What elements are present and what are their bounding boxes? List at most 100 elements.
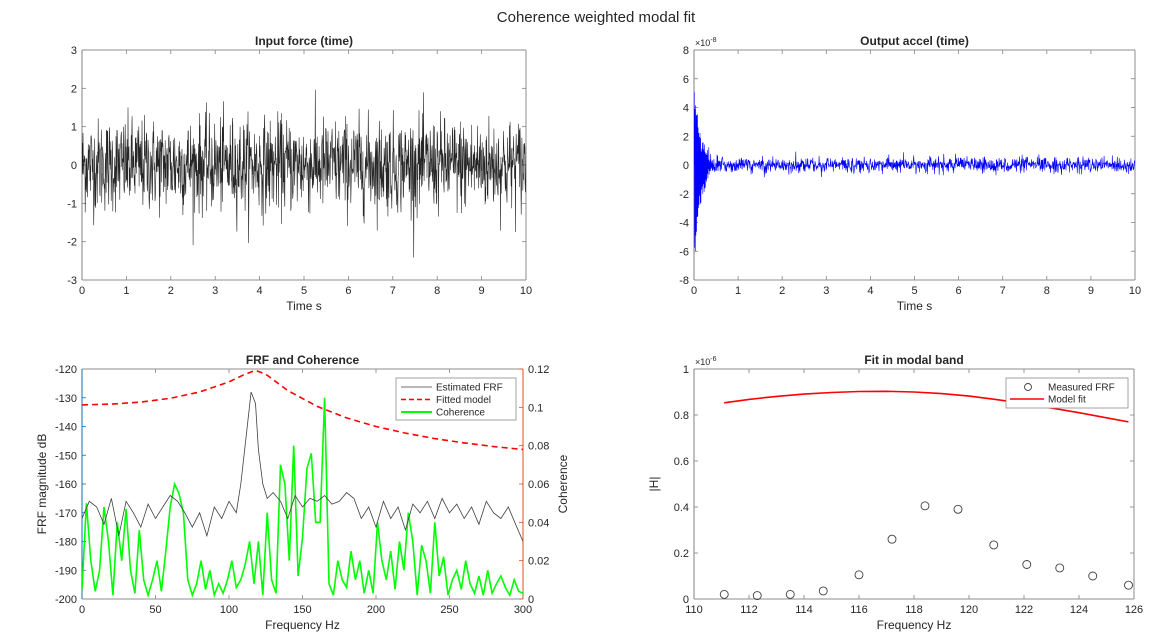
- x-tick-label: 50: [149, 604, 161, 616]
- input-force-series: [82, 89, 526, 258]
- x-tick-label: 3: [823, 285, 829, 297]
- measured-frf-point: [752, 591, 762, 600]
- figure-title: Coherence weighted modal fit: [497, 9, 696, 26]
- y-tick-label: -6: [679, 246, 689, 258]
- legend-swatch-circle: [1024, 383, 1032, 391]
- y-tick-label: 4: [683, 103, 689, 115]
- x-tick-label: 2: [779, 285, 785, 297]
- x-tick-label: 2: [168, 285, 174, 297]
- model-fit-series: [724, 390, 1129, 423]
- measured-frf-point: [1022, 560, 1032, 569]
- measured-frf-point: [719, 589, 729, 599]
- x-tick-label: 116: [850, 604, 868, 616]
- right-y-tick-label: 0.02: [528, 556, 549, 568]
- y-tick-label: -8: [679, 275, 689, 287]
- y-tick-label: 0: [683, 160, 689, 172]
- estimated-frf-series: [82, 391, 523, 542]
- x-tick-label: 1: [735, 285, 741, 297]
- x-axis-label: Frequency Hz: [265, 618, 340, 632]
- x-tick-label: 0: [79, 604, 85, 616]
- y-tick-label: 1: [71, 122, 77, 134]
- y-tick-label: -2: [679, 189, 689, 201]
- measured-frf-point: [920, 501, 930, 511]
- y-exponent-label: ×10-6: [695, 356, 717, 367]
- right-y-tick-label: 0.08: [528, 441, 549, 453]
- y-tick-label: -200: [55, 594, 77, 606]
- modal-band-axes: 110 112 114 116 118 120 122 124 126 0 0.2 0.4 0.6 0.8…: [647, 353, 1143, 632]
- measured-frf-point: [887, 534, 897, 544]
- y-tick-label: -3: [67, 275, 77, 287]
- y-tick-label: -190: [55, 565, 77, 577]
- x-tick-label: 126: [1125, 604, 1143, 616]
- x-tick-label: 124: [1070, 604, 1088, 616]
- x-tick-label: 6: [345, 285, 351, 297]
- axes-title: Output accel (time): [860, 34, 969, 48]
- y-tick-label: 0.4: [674, 502, 689, 514]
- measured-frf-point: [785, 589, 795, 599]
- x-tick-label: 150: [293, 604, 311, 616]
- x-axis-label: Time s: [897, 299, 933, 313]
- right-y-tick-label: 0.12: [528, 364, 549, 376]
- y-tick-label: 0: [71, 160, 77, 172]
- y-tick-label: -4: [679, 218, 689, 230]
- legend-entry: Model fit: [1048, 395, 1086, 406]
- x-tick-label: 7: [390, 285, 396, 297]
- measured-frf-point: [854, 570, 864, 580]
- x-tick-label: 112: [740, 604, 758, 616]
- x-tick-label: 1: [123, 285, 129, 297]
- legend-entry: Measured FRF: [1048, 383, 1115, 394]
- output-accel-series: [694, 92, 1135, 252]
- right-y-tick-label: 0.06: [528, 479, 549, 491]
- y-exponent-label: ×10-8: [695, 37, 717, 48]
- y-tick-label: 6: [683, 74, 689, 86]
- x-tick-label: 9: [479, 285, 485, 297]
- axes-title: FRF and Coherence: [246, 353, 360, 367]
- x-tick-label: 0: [691, 285, 697, 297]
- y-tick-label: 1: [683, 364, 689, 376]
- y-tick-label: 0: [683, 594, 689, 606]
- x-tick-label: 122: [1015, 604, 1033, 616]
- x-tick-label: 10: [1129, 285, 1141, 297]
- measured-frf-point: [953, 504, 963, 514]
- y-tick-label: -2: [67, 237, 77, 249]
- legend-box: [1005, 377, 1129, 409]
- y-tick-label: -180: [55, 537, 77, 549]
- input-force-axes: 0 1 2 3 4 5 6 7 8 9 10 -3 -2 -1 0 1 2 3 Input force (time)…: [67, 34, 532, 313]
- x-axis-label: Frequency Hz: [877, 618, 952, 632]
- right-y-tick-label: 0.04: [528, 517, 549, 529]
- x-tick-label: 114: [795, 604, 813, 616]
- x-tick-label: 8: [1044, 285, 1050, 297]
- x-tick-label: 0: [79, 285, 85, 297]
- legend-entry: Fitted model: [436, 395, 491, 406]
- fitted-model-series: [82, 369, 523, 451]
- x-tick-label: 10: [520, 285, 532, 297]
- x-tick-label: 5: [301, 285, 307, 297]
- x-tick-label: 110: [685, 604, 703, 616]
- x-tick-label: 250: [440, 604, 458, 616]
- y-axis-label: FRF magnitude dB: [35, 434, 49, 535]
- x-tick-label: 8: [434, 285, 440, 297]
- right-y-axis-label: Coherence: [556, 454, 570, 513]
- x-tick-label: 100: [220, 604, 238, 616]
- y-tick-label: -120: [55, 364, 77, 376]
- x-tick-label: 3: [212, 285, 218, 297]
- frf-coherence-axes: 0 50 100 150 200 250 300 -200 -190 -180 -170 -160 -1…: [35, 353, 570, 632]
- x-tick-label: 120: [960, 604, 978, 616]
- x-tick-label: 9: [1088, 285, 1094, 297]
- legend-entry: Estimated FRF: [436, 383, 503, 394]
- y-tick-label: -130: [55, 393, 77, 405]
- y-tick-label: 3: [71, 45, 77, 57]
- x-tick-label: 118: [905, 604, 923, 616]
- y-tick-label: -140: [55, 422, 77, 434]
- x-tick-label: 5: [911, 285, 917, 297]
- right-y-tick-label: 0: [528, 594, 534, 606]
- y-tick-label: 0.6: [674, 456, 689, 468]
- y-tick-label: 0.8: [674, 410, 689, 422]
- measured-frf-point: [989, 540, 999, 550]
- axes-title: Fit in modal band: [864, 353, 963, 367]
- y-tick-label: -150: [55, 450, 77, 462]
